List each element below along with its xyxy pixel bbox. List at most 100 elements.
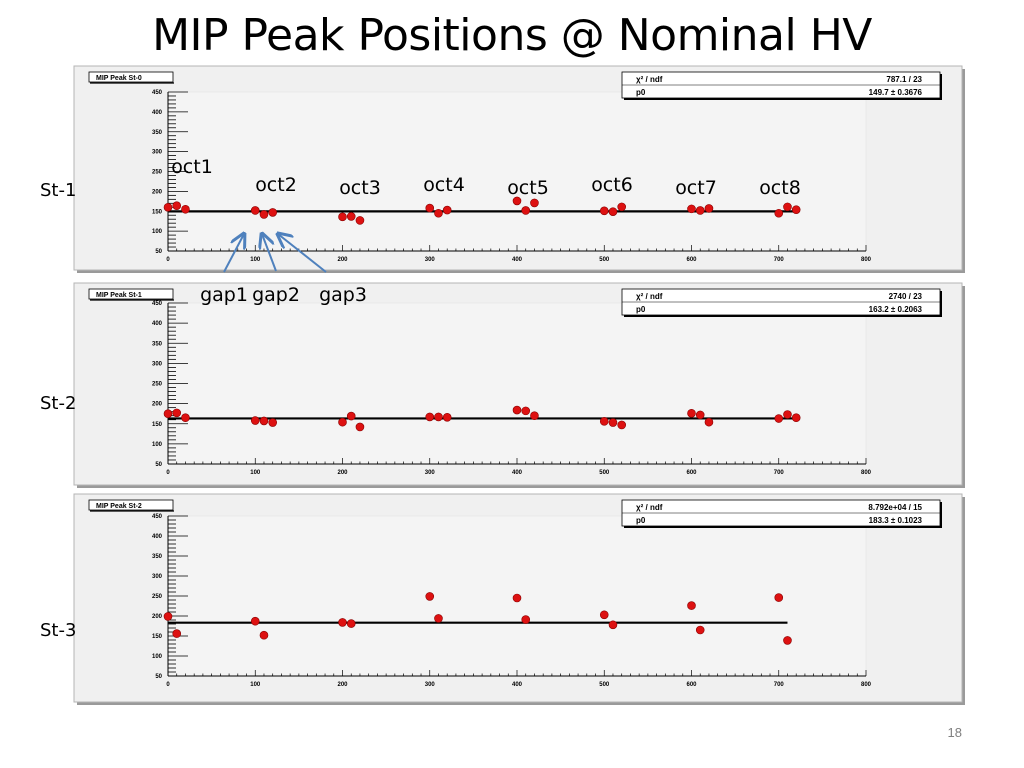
x-tick-label: 100 [250, 682, 261, 688]
x-tick-label: 600 [686, 257, 697, 263]
x-tick-label: 600 [686, 470, 697, 476]
data-point [268, 208, 278, 217]
chart-panel: St-2 MIP Peak St-1 χ² / ndf 2740 / 23 p0 163.… [40, 282, 965, 488]
data-point [512, 405, 522, 415]
y-tick-label: 150 [152, 422, 163, 428]
y-tick-label: 200 [152, 189, 163, 195]
data-point [687, 204, 696, 214]
x-tick-label: 300 [425, 682, 436, 688]
data-point [163, 612, 173, 621]
stats-p0-label: p0 [636, 88, 646, 97]
data-point [608, 418, 618, 427]
x-tick-label: 200 [337, 257, 348, 263]
y-tick-label: 450 [152, 301, 163, 307]
data-point [530, 411, 539, 421]
stats-chi2-value: 8.792e+04 / 15 [868, 503, 922, 512]
data-point [250, 616, 260, 626]
data-point [783, 202, 792, 212]
data-point [695, 410, 705, 420]
data-point [259, 210, 269, 219]
data-point [695, 206, 705, 215]
y-tick-label: 300 [152, 574, 163, 580]
data-point [181, 204, 190, 214]
gap-label: gap2 [252, 284, 300, 306]
x-tick-label: 400 [512, 257, 523, 263]
y-tick-label: 200 [152, 614, 163, 620]
x-tick-label: 600 [686, 682, 697, 688]
y-tick-label: 450 [152, 514, 163, 520]
octant-label: oct4 [423, 174, 465, 196]
data-point [530, 198, 539, 208]
data-point [250, 416, 260, 425]
data-point [608, 207, 618, 216]
data-point [338, 417, 347, 427]
hist-title: MIP Peak St-0 [96, 75, 142, 82]
stats-p0-label: p0 [636, 516, 646, 525]
x-tick-label: 500 [599, 470, 610, 476]
stats-chi2-label: χ² / ndf [636, 292, 663, 301]
hist-title: MIP Peak St-1 [96, 292, 142, 299]
gap-label: gap3 [319, 284, 367, 306]
data-point [163, 202, 173, 212]
stats-p0-value: 149.7 ± 0.3676 [869, 88, 923, 97]
slide-title: MIP Peak Positions @ Nominal HV [152, 10, 872, 61]
octant-label: oct2 [255, 174, 297, 196]
gap-arrow [278, 234, 327, 273]
x-tick-label: 0 [166, 470, 170, 476]
data-point [346, 411, 356, 421]
row-label: St-1 [40, 180, 76, 201]
octant-label: oct1 [171, 156, 213, 178]
y-tick-label: 100 [152, 229, 163, 235]
data-point [617, 420, 627, 430]
data-point [791, 413, 801, 423]
data-point [181, 413, 190, 423]
x-tick-label: 700 [774, 470, 785, 476]
data-point [608, 620, 618, 630]
x-tick-label: 400 [512, 682, 523, 688]
x-tick-label: 0 [166, 682, 170, 688]
y-tick-label: 50 [155, 674, 162, 680]
data-point [774, 208, 784, 218]
y-tick-label: 300 [152, 150, 163, 156]
plot-area [167, 302, 867, 465]
x-tick-label: 700 [774, 682, 785, 688]
data-point [434, 208, 443, 218]
data-point [268, 418, 278, 427]
y-tick-label: 350 [152, 130, 163, 136]
hist-title-box [88, 288, 174, 300]
x-tick-label: 700 [774, 257, 785, 263]
y-tick-label: 100 [152, 442, 163, 448]
y-tick-label: 300 [152, 361, 163, 367]
x-tick-label: 200 [337, 470, 348, 476]
data-point [425, 592, 435, 601]
data-point [791, 205, 801, 214]
data-point [434, 614, 443, 623]
y-tick-label: 250 [152, 170, 163, 176]
octant-label: oct8 [759, 177, 801, 199]
x-tick-label: 0 [166, 257, 170, 263]
stats-p0-value: 163.2 ± 0.2063 [869, 305, 923, 314]
gap-label: gap1 [200, 284, 248, 306]
x-tick-label: 500 [599, 257, 610, 263]
x-tick-label: 800 [861, 682, 872, 688]
chart-panel: St-3 MIP Peak St-2 χ² / ndf 8.792e+04 / 15 p… [40, 493, 965, 705]
octant-label: oct6 [591, 174, 633, 196]
octant-label: oct5 [507, 177, 549, 199]
data-point [346, 619, 356, 628]
hist-title-box [88, 499, 174, 511]
row-label: St-2 [40, 393, 76, 414]
slide-number: 18 [947, 725, 962, 740]
data-point [783, 410, 792, 419]
y-tick-label: 200 [152, 402, 163, 408]
stats-p0-value: 183.3 ± 0.1023 [869, 516, 923, 525]
data-point [346, 212, 356, 221]
data-point [172, 408, 182, 418]
stats-chi2-label: χ² / ndf [636, 75, 663, 84]
y-tick-label: 450 [152, 90, 163, 96]
data-point [172, 201, 182, 210]
data-point [687, 408, 696, 418]
y-tick-label: 50 [155, 249, 162, 255]
data-point [687, 601, 696, 610]
x-tick-label: 100 [250, 257, 261, 263]
